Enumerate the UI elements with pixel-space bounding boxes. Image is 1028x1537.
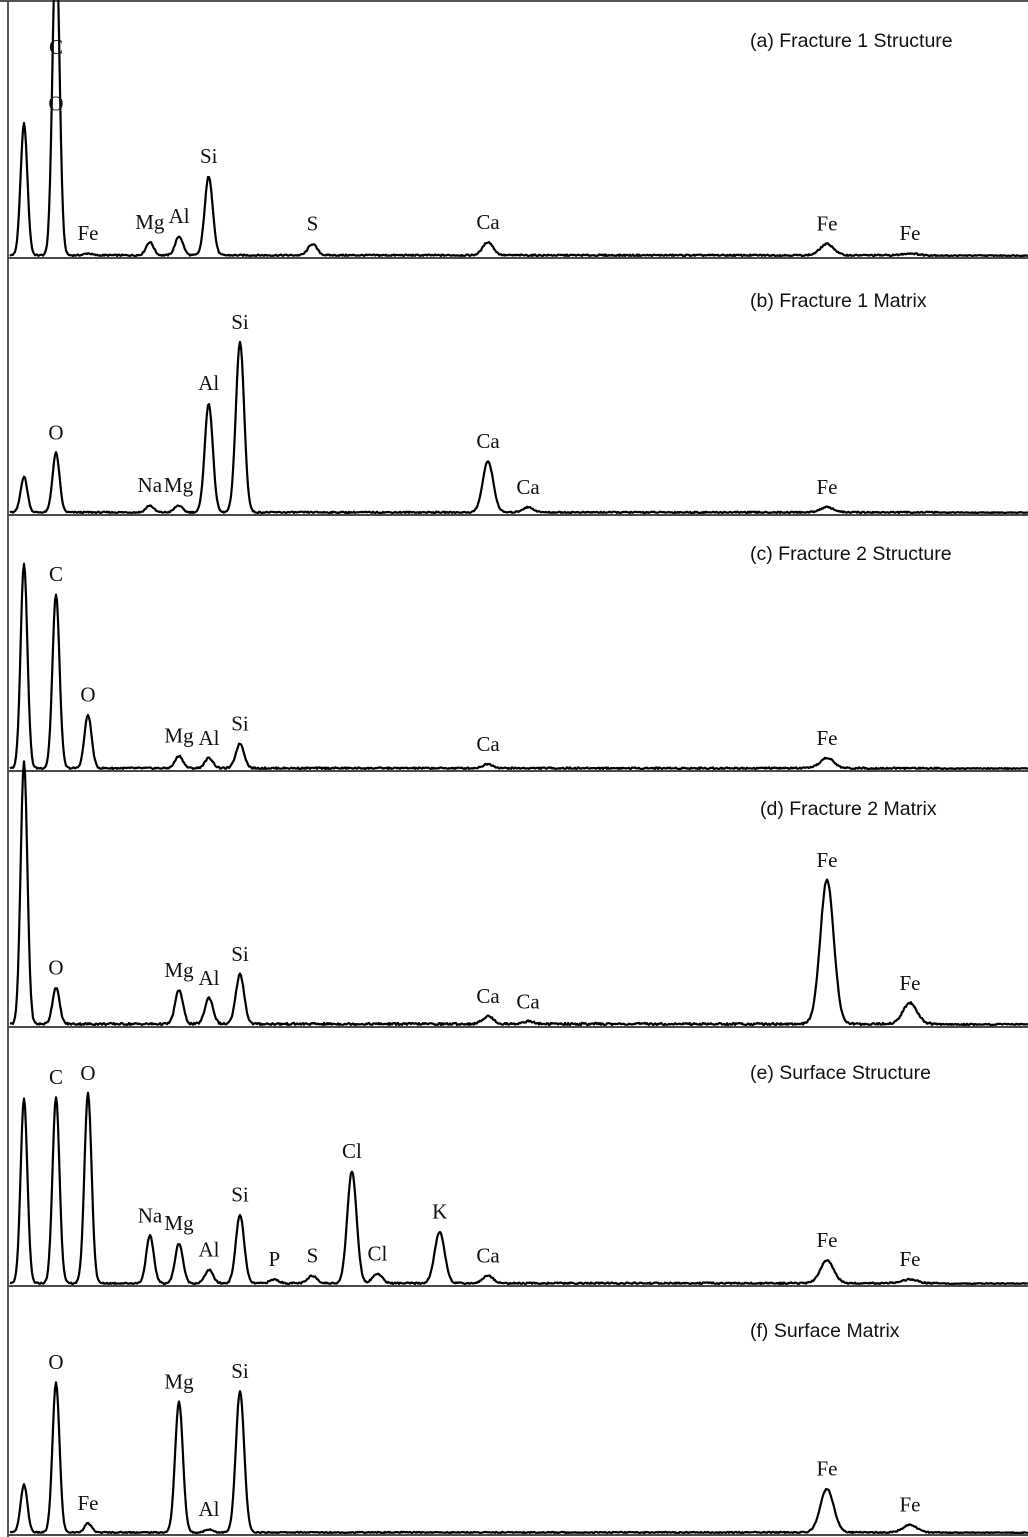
peak-label: Ca — [476, 1243, 500, 1267]
peak-label: Mg — [164, 724, 194, 748]
panel-title: (e) Surface Structure — [750, 1062, 931, 1084]
peak-label: S — [307, 212, 319, 236]
peak-label: Ca — [476, 429, 500, 453]
peak-label: Fe — [817, 726, 838, 750]
peak-label: Si — [200, 144, 218, 168]
peak-label: P — [268, 1247, 280, 1271]
spectrum-trace — [9, 340, 1028, 515]
peak-label: Mg — [164, 473, 194, 497]
peak-label: Si — [231, 711, 249, 735]
panel-title: (f) Surface Matrix — [750, 1320, 900, 1342]
spectrum-panel: O Mg Al Si Ca Ca Fe Fe (d) Fracture 2 Matrix — [8, 760, 1028, 1028]
peak-label: Fe — [78, 221, 99, 245]
spectrum-trace — [9, 0, 1028, 258]
peak-label: O — [48, 421, 63, 445]
peak-label: Si — [231, 310, 249, 334]
peak-label: Ca — [476, 984, 500, 1008]
peak-label: Fe — [817, 848, 838, 872]
panel-title: (c) Fracture 2 Structure — [750, 543, 952, 565]
peak-label: Ca — [516, 475, 540, 499]
peak-label: Cl — [342, 1139, 362, 1163]
peak-label: Fe — [817, 1228, 838, 1252]
peak-label: O — [80, 683, 95, 707]
peak-label: Fe — [817, 1457, 838, 1481]
spectrum-trace — [9, 1381, 1028, 1535]
panel-title: (d) Fracture 2 Matrix — [760, 798, 937, 820]
panel-title: (a) Fracture 1 Structure — [750, 30, 953, 52]
peak-label: S — [307, 1243, 319, 1267]
peak-label: O — [48, 1350, 63, 1374]
peak-label: Ca — [476, 210, 500, 234]
peak-label: Ca — [516, 989, 540, 1013]
peak-label: Fe — [817, 475, 838, 499]
peak-label: Al — [199, 966, 220, 990]
peak-label: O — [80, 1061, 95, 1085]
peak-label: Si — [231, 942, 249, 966]
peak-label: Na — [138, 473, 163, 497]
peak-label: Mg — [164, 958, 194, 982]
peak-label: O — [48, 91, 63, 115]
spectrum-trace — [9, 1091, 1028, 1286]
peak-label: Al — [199, 1497, 220, 1521]
spectrum-panel: C O Fe Mg Al Si S Ca Fe Fe (a) Fracture 1 Structur… — [8, 0, 1028, 259]
peak-label: Fe — [78, 1491, 99, 1515]
peak-label: Ca — [476, 732, 500, 756]
spectrum-panel: O Na Mg Al Si Ca Ca Fe (b) Fracture 1 Matrix — [8, 290, 1028, 516]
peak-label: K — [432, 1200, 447, 1224]
spectrum-trace — [9, 562, 1028, 771]
peak-label: Fe — [900, 1493, 921, 1517]
peak-label: Mg — [164, 1370, 194, 1394]
peak-label: Al — [199, 726, 220, 750]
panel-title: (b) Fracture 1 Matrix — [750, 290, 927, 312]
spectrum-trace — [9, 760, 1028, 1027]
peak-label: C — [49, 35, 63, 59]
peak-label: Si — [231, 1359, 249, 1383]
peak-label: C — [49, 1065, 63, 1089]
peak-label: Si — [231, 1183, 249, 1207]
peak-label: Cl — [367, 1242, 387, 1266]
spectrum-panel: O Fe Mg Al Si Fe Fe (f) Surface Matrix — [8, 1320, 1028, 1536]
peak-label: Na — [138, 1204, 163, 1228]
peak-label: Al — [198, 371, 219, 395]
peak-label: Fe — [817, 212, 838, 236]
spectrum-panel: C O Mg Al Si Ca Fe (c) Fracture 2 Structure — [8, 543, 1028, 772]
peak-label: Fe — [900, 971, 921, 995]
peak-label: Mg — [135, 210, 165, 234]
peak-label: Fe — [900, 1247, 921, 1271]
peak-label: C — [49, 562, 63, 586]
peak-label: Fe — [900, 221, 921, 245]
peak-label: Al — [199, 1238, 220, 1262]
peak-label: Al — [169, 204, 190, 228]
peak-label: O — [48, 955, 63, 979]
peak-label: Mg — [164, 1211, 194, 1235]
